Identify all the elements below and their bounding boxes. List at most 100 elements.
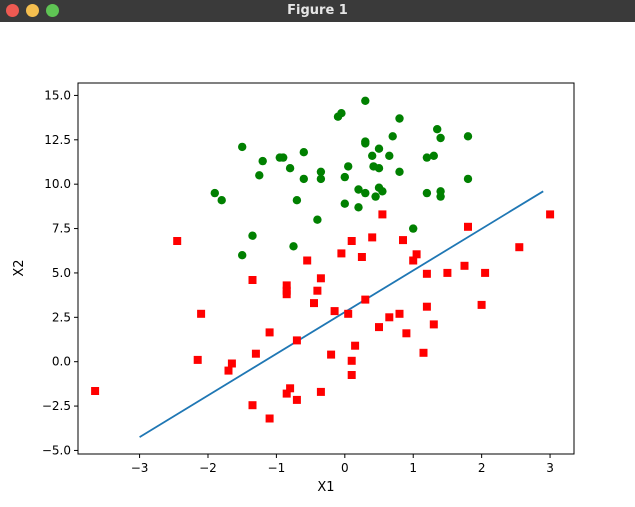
window-titlebar: Figure 1: [0, 0, 635, 22]
minimize-icon[interactable]: [26, 4, 39, 17]
red-square-point: [91, 387, 100, 395]
axes-frame: [77, 82, 575, 455]
red-square-point: [197, 309, 206, 318]
red-square-point: [368, 233, 377, 242]
y-tick-label: 12.5: [44, 133, 71, 147]
green-circle-point: [422, 153, 432, 162]
y-tick-label: 7.5: [52, 222, 71, 236]
red-square-point: [303, 256, 312, 265]
red-square-point: [292, 336, 301, 345]
red-square-point: [193, 355, 202, 364]
green-circle-point: [395, 167, 404, 176]
red-square-point: [265, 414, 274, 423]
green-circle-point: [292, 196, 302, 205]
red-square-point: [385, 313, 394, 322]
x-tick-label: 3: [546, 461, 554, 475]
red-square-point: [292, 395, 301, 404]
red-square-point: [251, 349, 260, 358]
y-axis-label: X2: [12, 259, 27, 276]
x-axis-ticks: −3 −2 −1 0 1 2 3: [131, 454, 554, 475]
decision-line: [139, 190, 544, 438]
red-square-point: [282, 290, 291, 299]
green-circle-point: [354, 203, 363, 212]
red-square-point: [460, 261, 469, 270]
green-circle-point: [255, 171, 264, 180]
red-square-point: [375, 323, 383, 332]
red-square-point: [481, 268, 490, 277]
maximize-icon[interactable]: [46, 4, 59, 17]
figure-canvas: −3 −2 −1 0 1 2 3 −5.0 −2.5 0.0 2.5 5.0 7.5 10.0 12.5 1…: [0, 22, 635, 503]
red-square-point: [422, 302, 431, 311]
green-circle-point: [429, 151, 438, 160]
green-circle-point: [368, 151, 377, 160]
window-title: Figure 1: [287, 3, 348, 18]
y-tick-label: 15.0: [44, 88, 71, 102]
red-square-point: [313, 286, 322, 295]
red-square-point: [409, 256, 418, 265]
red-square-point: [327, 350, 336, 359]
green-circle-point: [344, 162, 353, 171]
green-circle-point: [374, 164, 384, 173]
red-square-point: [265, 328, 274, 337]
green-circle-point: [463, 132, 473, 141]
red-square-point: [412, 250, 421, 259]
red-square-point: [399, 236, 407, 245]
green-circle-point: [289, 242, 298, 251]
green-circle-point: [340, 172, 349, 182]
y-tick-label: −5.0: [42, 443, 71, 457]
red-square-point: [515, 243, 524, 252]
red-square-point: [464, 222, 472, 231]
red-square-point: [419, 348, 428, 357]
green-circle-point: [361, 137, 370, 146]
red-square-point: [357, 253, 366, 261]
green-circle-point: [316, 167, 326, 176]
green-circle-point: [299, 174, 308, 184]
x-axis-label: X1: [317, 480, 334, 495]
y-tick-label: 5.0: [52, 266, 71, 280]
green-circle-point: [409, 224, 418, 233]
red-square-point: [546, 210, 555, 219]
red-square-point: [282, 281, 291, 290]
red-square-point: [224, 366, 233, 375]
red-square-point: [378, 210, 387, 219]
scatter-chart: −3 −2 −1 0 1 2 3 −5.0 −2.5 0.0 2.5 5.0 7.5 10.0 12.5 1…: [12, 82, 575, 495]
red-square-point: [337, 249, 346, 258]
red-square-point: [282, 389, 291, 398]
green-circle-point: [436, 187, 445, 196]
x-tick-label: −3: [131, 461, 149, 475]
green-circle-point: [388, 132, 397, 141]
y-tick-label: −2.5: [42, 399, 71, 413]
y-tick-label: 2.5: [52, 310, 71, 324]
x-tick-label: 1: [409, 461, 417, 475]
green-circle-point: [378, 187, 387, 196]
close-icon[interactable]: [6, 4, 19, 17]
red-square-point: [429, 320, 438, 329]
x-tick-label: 0: [341, 461, 349, 475]
green-circle-point: [258, 156, 267, 166]
red-square-point: [395, 309, 404, 318]
red-square-point: [347, 356, 356, 365]
red-square-point: [347, 237, 356, 245]
green-circle-point: [361, 188, 370, 198]
green-circle-point: [279, 153, 288, 162]
y-tick-label: 0.0: [52, 355, 71, 369]
x-tick-label: 2: [478, 461, 486, 475]
red-square-point: [316, 274, 325, 283]
red-square-point: [361, 295, 370, 304]
red-square-point: [248, 401, 257, 410]
green-circle-point: [316, 174, 326, 184]
red-square-point: [286, 384, 295, 393]
red-square-point: [351, 341, 360, 350]
plot-content: [91, 96, 555, 438]
x-tick-label: −1: [268, 461, 286, 475]
red-square-point: [477, 300, 486, 309]
green-circle-point: [340, 199, 349, 208]
red-square-point: [227, 359, 236, 368]
red-square-point: [330, 307, 339, 316]
green-circle-point: [433, 125, 442, 134]
red-square-point: [310, 299, 318, 308]
green-circle-point: [422, 188, 432, 198]
red-square-point: [248, 276, 257, 284]
y-axis-ticks: −5.0 −2.5 0.0 2.5 5.0 7.5 10.0 12.5 15.0: [42, 88, 78, 457]
green-circle-point: [385, 151, 394, 160]
